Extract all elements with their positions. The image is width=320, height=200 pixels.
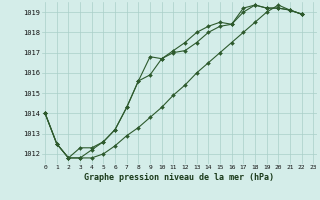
X-axis label: Graphe pression niveau de la mer (hPa): Graphe pression niveau de la mer (hPa) bbox=[84, 173, 274, 182]
